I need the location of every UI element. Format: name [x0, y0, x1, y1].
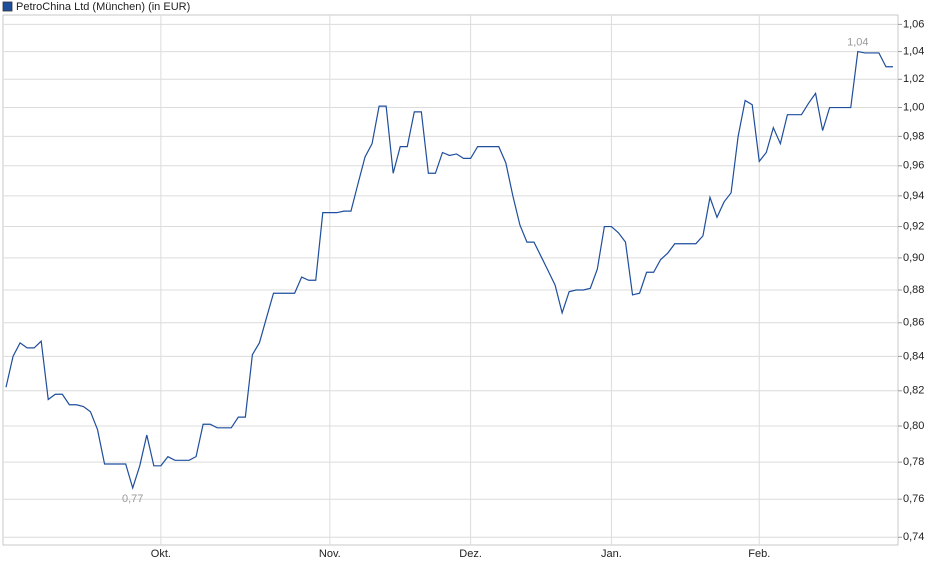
y-tick-label: 1,04: [903, 45, 924, 57]
legend-label: PetroChina Ltd (München) (in EUR): [16, 1, 190, 13]
y-tick-label: 0,78: [903, 456, 924, 468]
plot-area: [2, 14, 899, 546]
y-tick-label: 0,96: [903, 160, 924, 172]
legend-swatch: [2, 1, 13, 12]
y-tick-label: 0,80: [903, 420, 924, 432]
y-tick-label: 0,88: [903, 284, 924, 296]
y-tick-label: 0,74: [903, 531, 924, 543]
y-tick-label: 1,00: [903, 101, 924, 113]
y-tick-label: 1,06: [903, 18, 924, 30]
x-tick-label: Okt.: [151, 548, 171, 560]
y-tick-label: 0,86: [903, 317, 924, 329]
y-tick-label: 0,82: [903, 385, 924, 397]
y-tick-label: 0,84: [903, 350, 924, 362]
x-tick-label: Jan.: [601, 548, 622, 560]
y-tick-label: 0,92: [903, 220, 924, 232]
x-tick-label: Nov.: [319, 548, 341, 560]
y-tick-label: 0,76: [903, 493, 924, 505]
price-line: [5, 50, 893, 491]
annotation: 1,04: [847, 36, 868, 48]
y-tick-label: 0,94: [903, 190, 924, 202]
annotation: 0,77: [122, 493, 143, 505]
y-tick-label: 0,98: [903, 130, 924, 142]
y-tick-label: 0,90: [903, 252, 924, 264]
y-tick-label: 1,02: [903, 73, 924, 85]
x-tick-label: Feb.: [748, 548, 770, 560]
x-tick-label: Dez.: [459, 548, 482, 560]
